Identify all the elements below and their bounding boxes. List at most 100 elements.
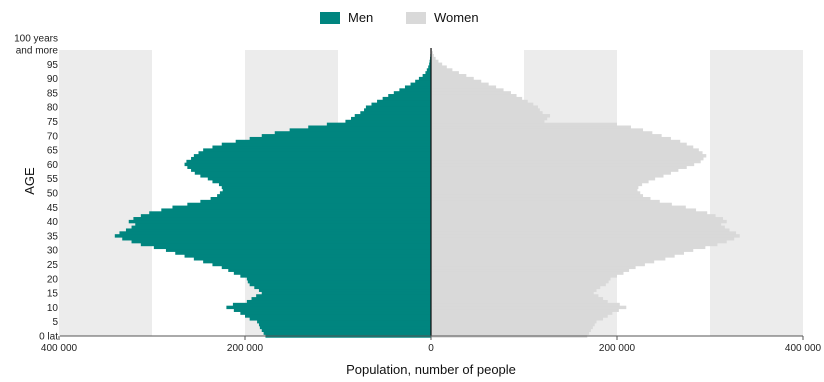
bar-women-age-11 xyxy=(431,302,620,307)
bar-women-age-84 xyxy=(431,94,517,98)
bar-women-age-16 xyxy=(431,288,597,292)
legend-label-women: Women xyxy=(434,10,479,25)
background-band-3 xyxy=(710,50,803,336)
bar-men-age-83 xyxy=(382,96,431,101)
bar-men-age-65 xyxy=(203,148,431,152)
bar-women-age-71 xyxy=(431,131,653,135)
bar-women-age-55 xyxy=(431,176,656,181)
bar-women-age-24 xyxy=(431,265,636,270)
bar-men-age-42 xyxy=(140,214,431,218)
y-tick-label: 100 years and more xyxy=(14,34,58,57)
bar-men-age-23 xyxy=(228,268,431,272)
bar-men-age-88 xyxy=(410,82,431,87)
bar-women-age-85 xyxy=(431,91,511,95)
bar-women-age-78 xyxy=(431,111,543,115)
bar-men-age-2 xyxy=(261,328,431,332)
background-band-0 xyxy=(59,50,152,336)
bar-men-age-77 xyxy=(354,114,431,118)
bar-women-age-48 xyxy=(431,197,651,201)
bar-women-age-88 xyxy=(431,82,489,87)
y-tick-label: 45 xyxy=(47,203,59,214)
bar-women-age-67 xyxy=(431,142,687,147)
bar-men-age-54 xyxy=(212,179,431,184)
bar-women-age-2 xyxy=(431,328,591,332)
legend-swatch-men xyxy=(320,12,340,24)
bar-men-age-49 xyxy=(217,194,431,198)
bar-men-age-55 xyxy=(207,176,431,181)
bar-women-age-37 xyxy=(431,228,730,232)
bar-men-age-6 xyxy=(249,317,431,321)
axes xyxy=(60,48,803,337)
y-tick-label: 50 xyxy=(47,189,59,200)
bar-men-age-47 xyxy=(200,199,431,204)
y-tick-label: 60 xyxy=(47,160,59,171)
bar-women-age-69 xyxy=(431,136,671,141)
bar-men-age-43 xyxy=(149,211,431,215)
bar-women-age-17 xyxy=(431,285,601,290)
series-women xyxy=(431,48,740,338)
bar-men-age-69 xyxy=(249,136,431,141)
bar-women-age-56 xyxy=(431,174,664,178)
bar-women-age-83 xyxy=(431,96,523,101)
bar-women-age-18 xyxy=(431,282,606,287)
bar-women-age-28 xyxy=(431,254,675,258)
y-tick-label: 20 xyxy=(47,274,59,285)
bar-women-age-14 xyxy=(431,294,599,298)
bar-women-age-40 xyxy=(431,219,727,224)
bar-women-age-1 xyxy=(431,331,590,335)
x-axis-title: Population, number of people xyxy=(346,362,516,377)
bar-men-age-56 xyxy=(200,174,431,178)
x-tick-label: 0 xyxy=(428,343,434,354)
bar-women-age-57 xyxy=(431,171,671,175)
bar-men-age-4 xyxy=(258,322,431,327)
bar-men-age-7 xyxy=(245,314,431,318)
bar-women-age-51 xyxy=(431,188,638,192)
bar-men-age-76 xyxy=(351,116,431,121)
bar-women-age-66 xyxy=(431,145,694,149)
bar-men-age-13 xyxy=(251,297,431,301)
bar-women-age-59 xyxy=(431,165,687,169)
y-tick-label: 10 xyxy=(47,303,59,314)
bar-women-age-81 xyxy=(431,102,534,107)
bar-women-age-27 xyxy=(431,257,666,261)
bar-women-age-4 xyxy=(431,322,595,327)
bar-women-age-3 xyxy=(431,325,593,330)
bar-men-age-58 xyxy=(191,168,431,172)
bar-men-age-32 xyxy=(140,242,431,247)
y-axis-ticks: 0 lat 5 10 15 20 25 30 35 40 45 50 55 60 65 70 75 80 85 90… xyxy=(14,34,58,343)
bar-women-age-5 xyxy=(431,319,597,324)
x-tick-label: 400 000 xyxy=(785,343,822,354)
series-men xyxy=(114,48,432,338)
bar-women-age-43 xyxy=(431,211,708,215)
bar-women-age-76 xyxy=(431,116,548,121)
bar-men-age-78 xyxy=(360,111,431,115)
bar-women-age-46 xyxy=(431,202,672,207)
bar-women-age-50 xyxy=(431,191,641,195)
bar-women-age-61 xyxy=(431,159,701,164)
legend-label-men: Men xyxy=(348,10,373,25)
y-tick-label: 0 lat xyxy=(39,332,58,343)
bar-women-age-10 xyxy=(431,305,627,310)
bar-women-age-75 xyxy=(431,119,545,124)
bar-men-age-24 xyxy=(221,265,431,270)
bar-men-age-20 xyxy=(246,277,431,281)
bar-men-age-94 xyxy=(428,65,431,69)
bar-men-age-75 xyxy=(345,119,431,124)
y-tick-label: 70 xyxy=(47,131,59,142)
y-tick-label: 95 xyxy=(47,60,59,71)
bar-women-age-42 xyxy=(431,214,716,218)
bar-men-age-74 xyxy=(326,122,431,127)
bar-men-age-71 xyxy=(274,131,431,135)
bar-women-age-82 xyxy=(431,99,528,104)
bar-men-age-46 xyxy=(187,202,431,207)
bar-men-age-14 xyxy=(256,294,431,298)
bar-men-age-40 xyxy=(128,219,431,224)
bar-men-age-15 xyxy=(261,291,431,295)
bar-women-age-79 xyxy=(431,108,540,112)
bar-men-age-89 xyxy=(415,79,431,84)
bar-women-age-86 xyxy=(431,88,504,92)
bar-women-age-20 xyxy=(431,277,611,281)
bar-men-age-61 xyxy=(186,159,431,164)
y-tick-label: 65 xyxy=(47,146,59,157)
bar-women-age-91 xyxy=(431,74,467,78)
